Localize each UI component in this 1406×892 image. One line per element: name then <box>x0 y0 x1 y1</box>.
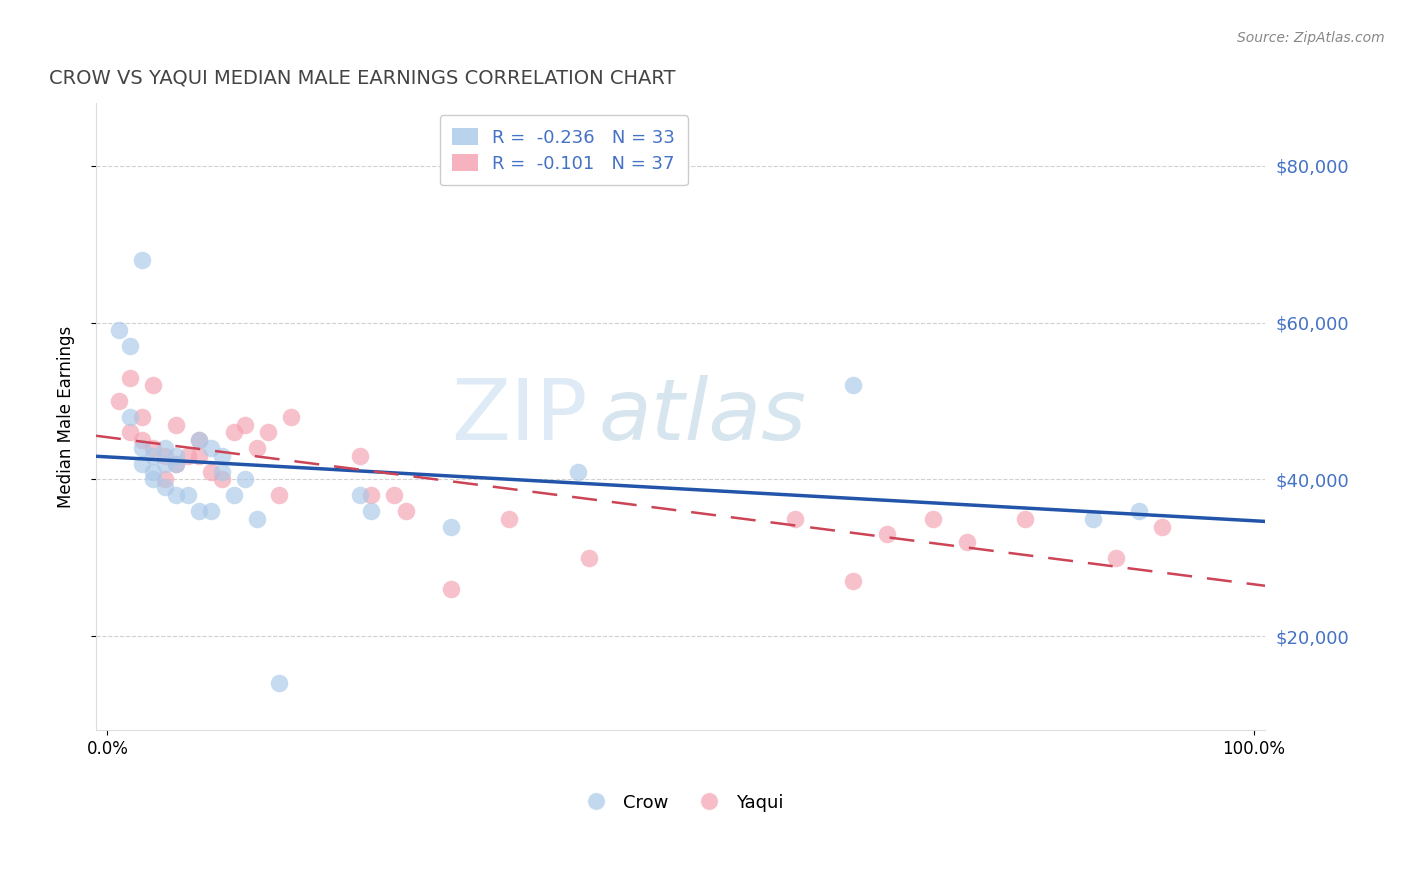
Point <box>841 378 863 392</box>
Point <box>498 512 520 526</box>
Point <box>188 504 211 518</box>
Point <box>222 425 245 440</box>
Point <box>120 409 142 424</box>
Point <box>142 473 165 487</box>
Point <box>233 417 256 432</box>
Point <box>153 473 176 487</box>
Point <box>165 449 187 463</box>
Point <box>269 676 291 690</box>
Point <box>956 535 979 549</box>
Point <box>153 480 176 494</box>
Point <box>200 504 222 518</box>
Point <box>785 512 807 526</box>
Point <box>142 441 165 455</box>
Point <box>165 417 187 432</box>
Point <box>165 488 187 502</box>
Point <box>245 441 267 455</box>
Point <box>211 449 233 463</box>
Point <box>245 512 267 526</box>
Point <box>165 457 187 471</box>
Point <box>567 465 589 479</box>
Point <box>153 441 176 455</box>
Point <box>188 434 211 448</box>
Point <box>177 488 200 502</box>
Point <box>349 449 371 463</box>
Point <box>142 378 165 392</box>
Point <box>1105 550 1128 565</box>
Point <box>841 574 863 589</box>
Text: ZIP: ZIP <box>451 376 588 458</box>
Point <box>349 488 371 502</box>
Text: Source: ZipAtlas.com: Source: ZipAtlas.com <box>1237 31 1385 45</box>
Point <box>131 441 153 455</box>
Y-axis label: Median Male Earnings: Median Male Earnings <box>58 326 75 508</box>
Point <box>131 409 153 424</box>
Point <box>200 441 222 455</box>
Text: atlas: atlas <box>599 376 807 458</box>
Point <box>257 425 280 440</box>
Point <box>394 504 416 518</box>
Point <box>922 512 945 526</box>
Point <box>440 519 463 533</box>
Point <box>120 425 142 440</box>
Point <box>120 339 142 353</box>
Point <box>1014 512 1036 526</box>
Point <box>1152 519 1174 533</box>
Point <box>200 465 222 479</box>
Point <box>153 457 176 471</box>
Point <box>211 465 233 479</box>
Point <box>233 473 256 487</box>
Text: CROW VS YAQUI MEDIAN MALE EARNINGS CORRELATION CHART: CROW VS YAQUI MEDIAN MALE EARNINGS CORRE… <box>49 69 676 87</box>
Point <box>131 434 153 448</box>
Point <box>360 504 382 518</box>
Point <box>131 252 153 267</box>
Point <box>120 370 142 384</box>
Point <box>1128 504 1150 518</box>
Point <box>269 488 291 502</box>
Point <box>440 582 463 597</box>
Point <box>188 449 211 463</box>
Point <box>1083 512 1105 526</box>
Point <box>108 323 131 337</box>
Point <box>876 527 898 541</box>
Point <box>280 409 302 424</box>
Point <box>108 394 131 409</box>
Point <box>153 449 176 463</box>
Point <box>142 449 165 463</box>
Point <box>360 488 382 502</box>
Point <box>382 488 405 502</box>
Point <box>188 434 211 448</box>
Legend: Crow, Yaqui: Crow, Yaqui <box>571 787 790 819</box>
Point <box>222 488 245 502</box>
Point <box>211 473 233 487</box>
Point <box>578 550 600 565</box>
Point <box>131 457 153 471</box>
Point <box>142 465 165 479</box>
Point <box>177 449 200 463</box>
Point <box>165 457 187 471</box>
